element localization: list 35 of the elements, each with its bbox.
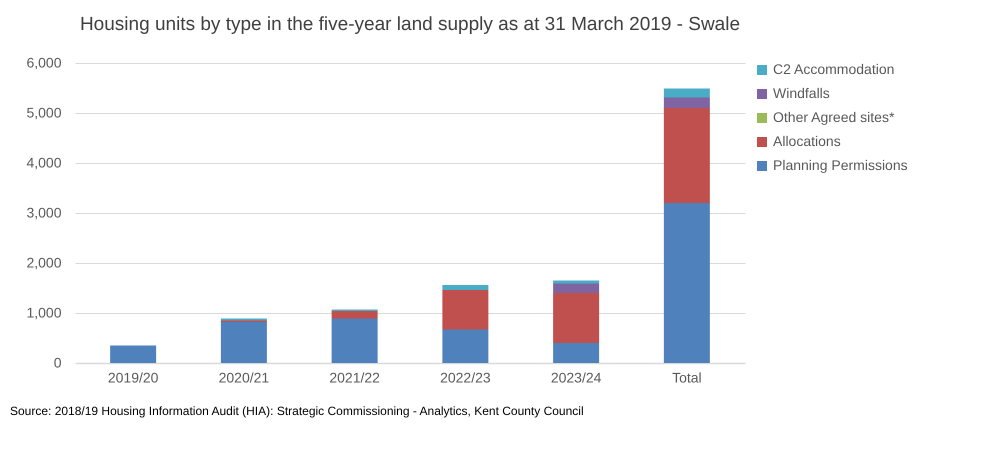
y-tick-label: 0 (54, 354, 62, 370)
legend-label: Planning Permissions (773, 157, 908, 173)
bar (664, 98, 710, 108)
y-tick-label: 6,000 (26, 54, 62, 70)
source-note: Source: 2018/19 Housing Information Audit (HIA): Strategic Commissioning - Analytics, Kent County Council (10, 404, 584, 418)
bar (442, 290, 488, 330)
bar (332, 311, 378, 318)
y-tick-label: 1,000 (26, 304, 62, 320)
legend-label: Windfalls (773, 85, 830, 101)
bar (442, 330, 488, 363)
bar (553, 280, 600, 284)
chart-title: Housing units by type in the five-year land supply as at 31 March 2019 - Swale (80, 14, 740, 35)
bar (664, 88, 710, 98)
y-tick-label: 4,000 (26, 154, 62, 170)
bar (664, 108, 710, 203)
bar (553, 284, 600, 293)
legend-label: Allocations (773, 133, 841, 149)
bar (664, 203, 710, 363)
bar (110, 346, 156, 363)
x-tick-label: 2020/21 (218, 370, 270, 386)
y-tick-label: 3,000 (26, 204, 62, 220)
x-tick-label: 2019/20 (108, 370, 159, 386)
x-tick-label: 2021/22 (329, 370, 380, 386)
legend-label: Other Agreed sites* (773, 109, 895, 125)
bar (553, 343, 600, 363)
bar (553, 293, 600, 343)
x-tick-label: 2022/23 (440, 370, 491, 386)
y-tick-label: 2,000 (26, 254, 62, 270)
bar (442, 285, 488, 290)
x-tick-label: 2023/24 (550, 370, 602, 386)
bar (332, 318, 378, 363)
y-tick-label: 5,000 (26, 104, 62, 120)
legend-label: C2 Accommodation (773, 61, 894, 77)
bar (220, 322, 267, 363)
x-tick-label: Total (672, 370, 702, 386)
